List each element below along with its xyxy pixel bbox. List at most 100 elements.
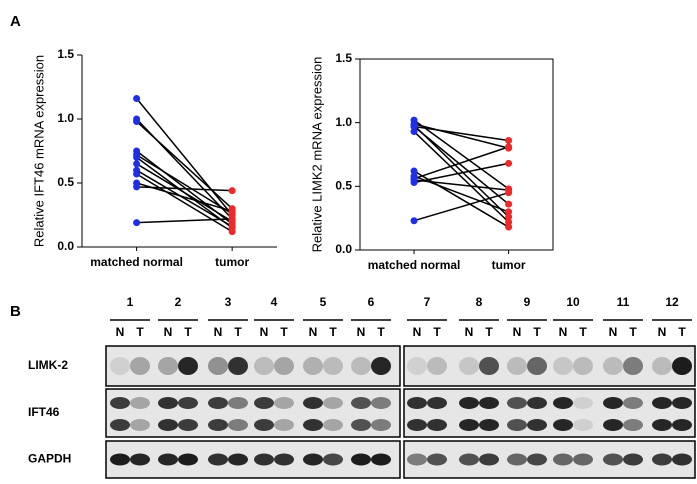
point bbox=[133, 160, 141, 168]
band bbox=[254, 419, 274, 431]
panel-label: A bbox=[10, 13, 21, 30]
lane-label: T bbox=[433, 325, 441, 339]
band bbox=[274, 397, 294, 409]
band bbox=[427, 419, 447, 431]
band bbox=[254, 453, 274, 466]
point bbox=[505, 189, 513, 197]
lane-number: 1 bbox=[127, 295, 134, 309]
band bbox=[178, 419, 198, 431]
y-axis-label: Relative LIMK2 mRNA expression bbox=[309, 57, 324, 253]
band bbox=[553, 397, 573, 409]
y-tick-label: 0.5 bbox=[335, 179, 352, 193]
band bbox=[573, 419, 593, 431]
plot-frame bbox=[359, 58, 554, 251]
panel-label: B bbox=[10, 303, 21, 320]
pair-line bbox=[136, 173, 233, 233]
band bbox=[228, 397, 248, 409]
band bbox=[459, 357, 479, 375]
point bbox=[505, 208, 513, 216]
band bbox=[479, 357, 499, 375]
pair-line bbox=[413, 146, 509, 180]
pair-line bbox=[413, 179, 509, 191]
band bbox=[158, 397, 178, 409]
lane-label: N bbox=[609, 325, 618, 339]
y-axis-label: Relative IFT46 mRNA expression bbox=[31, 55, 46, 247]
band bbox=[303, 419, 323, 431]
band bbox=[110, 357, 130, 375]
band bbox=[228, 453, 248, 466]
lane-label: N bbox=[658, 325, 667, 339]
band bbox=[130, 397, 150, 409]
band bbox=[158, 419, 178, 431]
point bbox=[228, 187, 236, 195]
band bbox=[371, 397, 391, 409]
band bbox=[652, 397, 672, 409]
pair-line bbox=[413, 124, 510, 218]
lane-label: T bbox=[377, 325, 385, 339]
band bbox=[672, 397, 692, 409]
band bbox=[427, 357, 447, 375]
point bbox=[133, 153, 141, 161]
point bbox=[505, 136, 513, 144]
pair-line bbox=[413, 170, 509, 228]
band bbox=[130, 453, 150, 466]
point bbox=[505, 213, 513, 221]
band bbox=[407, 397, 427, 409]
band bbox=[274, 419, 294, 431]
lane-label: N bbox=[357, 325, 366, 339]
band bbox=[254, 357, 274, 375]
lane-label: T bbox=[184, 325, 192, 339]
point bbox=[133, 170, 141, 178]
blot-panel bbox=[403, 440, 696, 479]
lane-label: N bbox=[116, 325, 125, 339]
band bbox=[573, 357, 593, 375]
lane-label: T bbox=[485, 325, 493, 339]
point bbox=[505, 218, 513, 226]
band bbox=[672, 453, 692, 466]
band bbox=[351, 419, 371, 431]
point bbox=[505, 143, 513, 151]
lane-label: T bbox=[579, 325, 587, 339]
lane-label: N bbox=[465, 325, 474, 339]
band bbox=[479, 419, 499, 431]
lane-number: 9 bbox=[524, 295, 531, 309]
blot-panel bbox=[105, 388, 401, 438]
lane-number: 6 bbox=[368, 295, 375, 309]
point bbox=[410, 128, 418, 136]
y-tick-label: 0.5 bbox=[57, 175, 74, 189]
point bbox=[505, 223, 513, 231]
point bbox=[410, 179, 418, 187]
band bbox=[623, 397, 643, 409]
band bbox=[274, 453, 294, 466]
band bbox=[459, 419, 479, 431]
y-tick-label: 1.0 bbox=[335, 115, 352, 129]
band bbox=[158, 453, 178, 466]
band bbox=[553, 419, 573, 431]
point bbox=[505, 200, 513, 208]
pair-line bbox=[136, 98, 233, 216]
band bbox=[459, 397, 479, 409]
lane-label: T bbox=[136, 325, 144, 339]
band bbox=[130, 419, 150, 431]
band bbox=[573, 453, 593, 466]
lane-number: 12 bbox=[665, 295, 679, 309]
point bbox=[228, 223, 236, 231]
band bbox=[351, 453, 371, 466]
x-tick-label: matched normal bbox=[368, 258, 461, 272]
band bbox=[527, 419, 547, 431]
lane-label: N bbox=[164, 325, 173, 339]
band bbox=[553, 357, 573, 375]
point bbox=[133, 183, 141, 191]
band bbox=[459, 453, 479, 466]
band bbox=[507, 453, 527, 466]
pair-line bbox=[413, 191, 509, 222]
pair-line bbox=[136, 218, 233, 224]
blot-panel bbox=[403, 345, 696, 387]
x-tick-label: matched normal bbox=[90, 255, 183, 269]
band bbox=[507, 397, 527, 409]
band bbox=[623, 453, 643, 466]
band bbox=[323, 397, 343, 409]
lane-label: N bbox=[260, 325, 269, 339]
lane-label: N bbox=[214, 325, 223, 339]
